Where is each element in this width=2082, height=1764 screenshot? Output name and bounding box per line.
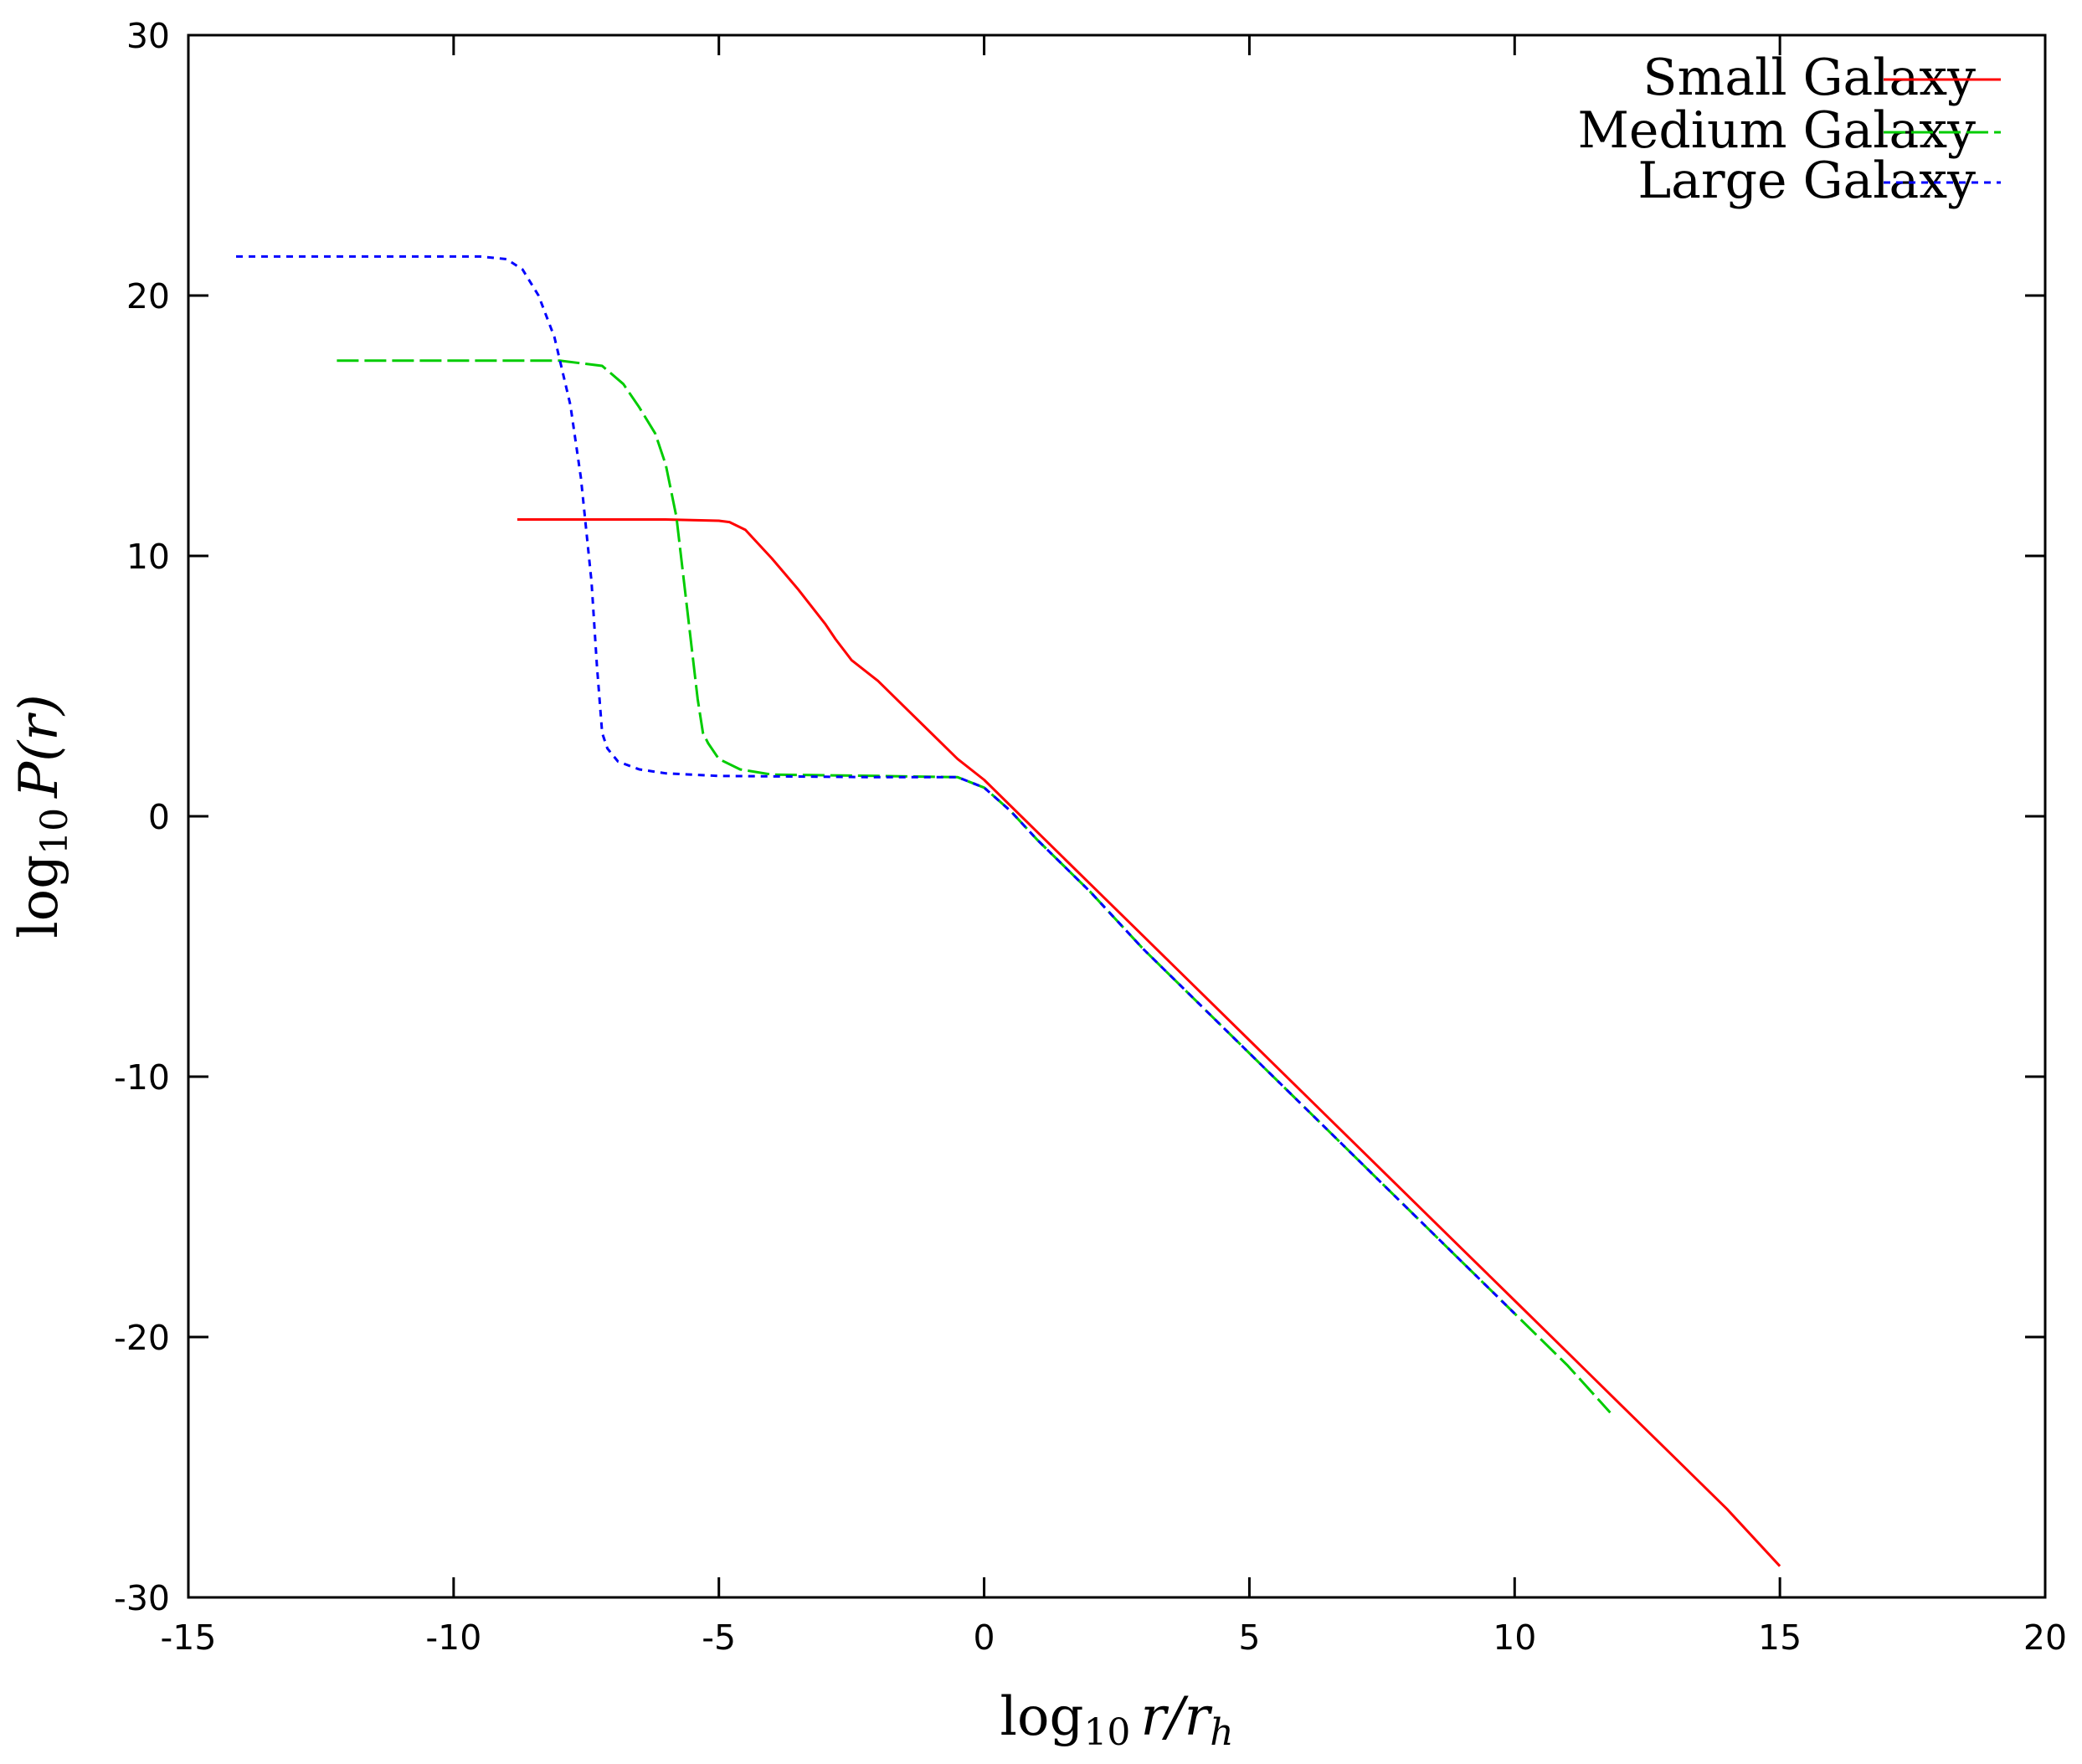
x-tick-label: -10 bbox=[425, 1617, 481, 1658]
legend-label: Medium Galaxy bbox=[1577, 101, 1976, 160]
series-line-small-galaxy bbox=[517, 518, 1781, 1567]
plot-frame bbox=[187, 33, 2047, 1599]
y-tick-label: -10 bbox=[114, 1057, 170, 1098]
x-tick-label: -5 bbox=[702, 1617, 736, 1658]
y-tick-label: -20 bbox=[114, 1318, 170, 1358]
y-tick-label: 20 bbox=[126, 276, 170, 316]
y-tick-label: 0 bbox=[148, 797, 170, 837]
y-tick-label: -30 bbox=[114, 1578, 170, 1618]
x-axis-label: log10 r/rh bbox=[1000, 1686, 1233, 1754]
x-axis-label-expr: r/r bbox=[1140, 1686, 1212, 1748]
series-line-large-galaxy bbox=[236, 255, 1516, 1315]
x-tick-label: 20 bbox=[2023, 1617, 2067, 1658]
y-tick-label: 10 bbox=[126, 537, 170, 577]
tick-labels: -15 -10 -5 0 5 10 15 20 -30 -20 -10 0 10 20 30 bbox=[114, 16, 2067, 1658]
y-axis-label-log-sub: 10 bbox=[33, 808, 76, 855]
y-axis-label-expr: P(r) bbox=[8, 694, 70, 799]
x-tick-label: 5 bbox=[1238, 1617, 1260, 1658]
x-axis-label-log-sub: 10 bbox=[1083, 1711, 1130, 1754]
x-axis-label-log: log bbox=[1000, 1686, 1083, 1748]
x-tick-label: -15 bbox=[161, 1617, 217, 1658]
x-axis-label-expr-sub: h bbox=[1210, 1711, 1233, 1754]
x-tick-label: 0 bbox=[974, 1617, 995, 1658]
x-tick-label: 10 bbox=[1493, 1617, 1536, 1658]
series-layer bbox=[236, 255, 1781, 1567]
legend-label: Large Galaxy bbox=[1637, 152, 1976, 210]
y-axis-label: log10 P(r) bbox=[8, 694, 76, 939]
y-tick-label: 30 bbox=[126, 16, 170, 56]
axis-ticks bbox=[187, 33, 2047, 1599]
y-axis-label-log: log bbox=[8, 855, 70, 939]
x-tick-label: 15 bbox=[1758, 1617, 1802, 1658]
legend-label: Small Galaxy bbox=[1642, 49, 1976, 107]
